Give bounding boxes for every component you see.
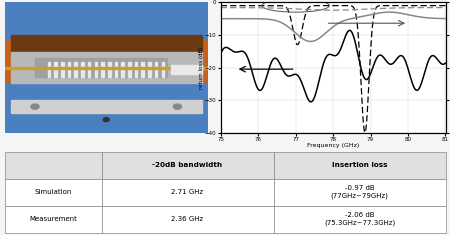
Bar xyxy=(128,62,130,77)
Bar xyxy=(88,62,90,77)
Bar xyxy=(11,100,202,113)
Circle shape xyxy=(103,118,109,122)
Bar xyxy=(4,83,208,133)
Bar xyxy=(101,62,104,77)
Bar xyxy=(94,62,97,77)
Bar xyxy=(141,62,144,77)
Bar xyxy=(81,62,84,77)
Bar xyxy=(115,62,117,77)
X-axis label: Frequency (GHz): Frequency (GHz) xyxy=(307,143,359,148)
Legend: Simulation, Measurement: Simulation, Measurement xyxy=(272,191,394,201)
Bar xyxy=(35,59,167,77)
Bar xyxy=(11,52,202,83)
Bar xyxy=(122,62,124,77)
Bar xyxy=(135,62,137,77)
Bar xyxy=(162,62,164,77)
Bar xyxy=(74,62,77,77)
Bar xyxy=(54,62,57,77)
Bar xyxy=(4,2,208,39)
Bar xyxy=(68,62,70,77)
Circle shape xyxy=(173,104,181,109)
Bar xyxy=(48,62,50,77)
Bar xyxy=(155,62,157,77)
Bar xyxy=(108,62,111,77)
Circle shape xyxy=(31,104,39,109)
Bar xyxy=(11,35,202,55)
Bar xyxy=(171,65,202,74)
Y-axis label: return loss (dB): return loss (dB) xyxy=(198,46,203,89)
Bar xyxy=(148,62,151,77)
Bar xyxy=(61,62,63,77)
Bar xyxy=(4,67,208,70)
